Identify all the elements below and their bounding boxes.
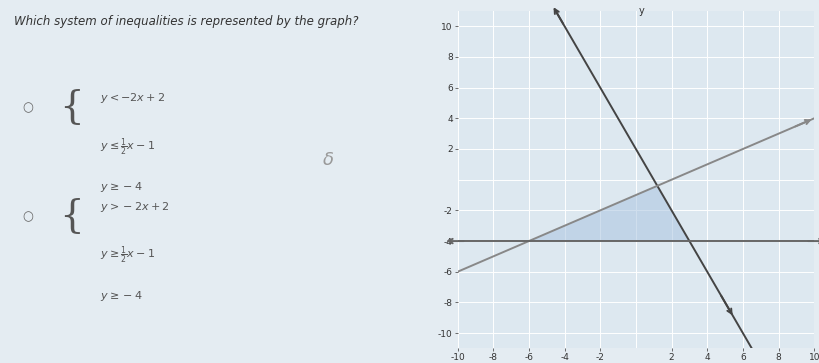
Text: {: { [59,198,84,235]
Text: ○: ○ [23,102,34,115]
Text: $y \geq \frac{1}{2}x - 1$: $y \geq \frac{1}{2}x - 1$ [100,245,155,266]
Text: $\delta$: $\delta$ [321,151,333,169]
Polygon shape [528,186,689,241]
Text: {: { [59,89,84,126]
Text: Which system of inequalities is represented by the graph?: Which system of inequalities is represen… [14,15,358,28]
Text: y: y [638,6,644,16]
Text: ○: ○ [23,211,34,224]
Text: $y < -2x + 2$: $y < -2x + 2$ [100,91,165,105]
Text: $y \geq -4$: $y \geq -4$ [100,180,143,194]
Text: $y \leq \frac{1}{2}x - 1$: $y \leq \frac{1}{2}x - 1$ [100,136,155,158]
Text: $y \geq -4$: $y \geq -4$ [100,289,143,303]
Text: $y > -2x + 2$: $y > -2x + 2$ [100,200,170,214]
